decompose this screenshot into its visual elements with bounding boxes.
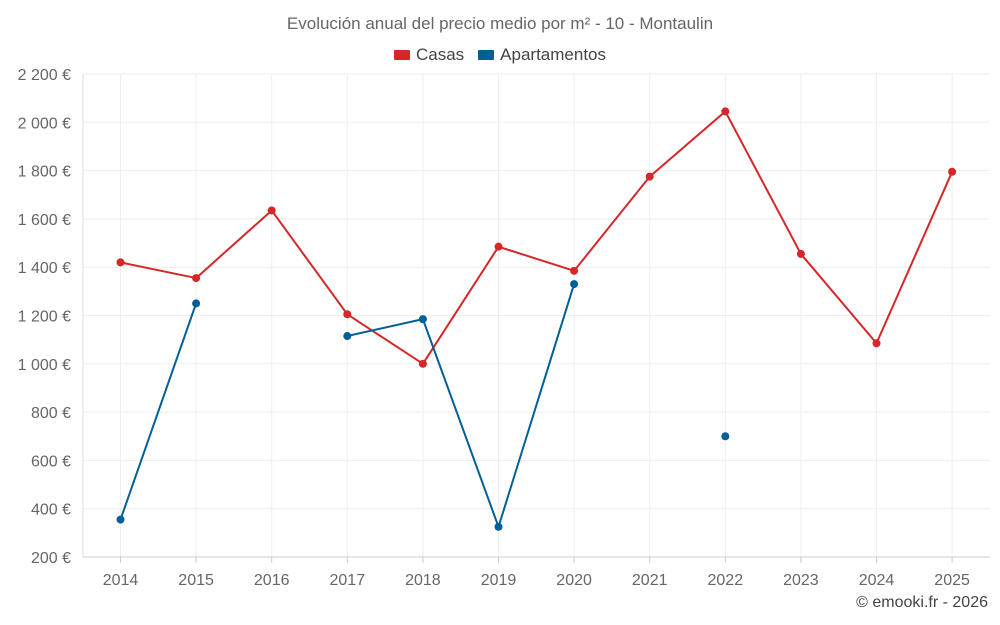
legend-item-casas[interactable]: Casas — [393, 45, 465, 65]
data-point-casas[interactable] — [872, 339, 881, 348]
credit-text: © emooki.fr - 2026 — [856, 594, 988, 611]
y-tick-label: 2 200 € — [18, 67, 71, 84]
legend-label-apartamentos: Apartamentos — [500, 45, 607, 64]
data-point-casas[interactable] — [418, 359, 427, 368]
series-line-apartamentos — [119, 303, 198, 520]
series-line-apartamentos — [347, 283, 576, 528]
data-point-casas[interactable] — [192, 274, 201, 283]
data-point-casas[interactable] — [948, 167, 957, 176]
data-point-apartamentos[interactable] — [570, 280, 579, 289]
y-tick-label: 1 600 € — [18, 212, 71, 229]
legend-swatch-apartamentos — [478, 50, 495, 60]
data-point-casas[interactable] — [267, 206, 276, 215]
data-point-apartamentos[interactable] — [116, 515, 125, 524]
chart-title: Evolución anual del precio medio por m² … — [286, 14, 714, 33]
y-tick-label: 800 € — [31, 405, 71, 422]
x-tick-label: 2020 — [556, 572, 592, 589]
data-point-apartamentos[interactable] — [343, 332, 352, 341]
y-tick-label: 400 € — [31, 502, 71, 519]
x-tick-label: 2025 — [934, 572, 970, 589]
data-point-apartamentos[interactable] — [721, 432, 730, 441]
x-tick-label: 2017 — [330, 572, 366, 589]
legend-label-casas: Casas — [415, 45, 465, 64]
x-tick-label: 2021 — [632, 572, 668, 589]
x-tick-label: 2023 — [783, 572, 819, 589]
grid — [83, 73, 990, 558]
x-tick-label: 2019 — [481, 572, 517, 589]
legend: Casas Apartamentos — [0, 45, 1000, 65]
data-point-casas[interactable] — [570, 266, 579, 275]
y-tick-label: 1 400 € — [18, 260, 71, 277]
data-point-casas[interactable] — [116, 258, 125, 267]
data-point-casas[interactable] — [494, 242, 503, 251]
y-tick-label: 2 000 € — [18, 115, 71, 132]
y-tick-label: 200 € — [31, 550, 71, 567]
data-point-casas[interactable] — [645, 172, 654, 181]
legend-item-apartamentos[interactable]: Apartamentos — [478, 45, 606, 65]
data-point-casas[interactable] — [721, 107, 730, 116]
axes: 200 € 400 € 600 € 800 € 1 000 € 1 200 € 1 400 … — [18, 67, 990, 589]
y-tick-label: 600 € — [31, 453, 71, 470]
data-point-apartamentos[interactable] — [494, 522, 503, 531]
x-tick-label: 2024 — [859, 572, 895, 589]
y-tick-label: 1 200 € — [18, 309, 71, 326]
x-tick-label: 2022 — [708, 572, 744, 589]
data-point-apartamentos[interactable] — [418, 315, 427, 324]
data-point-casas[interactable] — [796, 249, 805, 258]
x-tick-label: 2015 — [178, 572, 214, 589]
y-tick-label: 1 000 € — [18, 357, 71, 374]
y-tick-label: 1 800 € — [18, 164, 71, 181]
legend-swatch-casas — [393, 50, 410, 60]
data-point-apartamentos[interactable] — [192, 299, 201, 308]
x-tick-label: 2014 — [103, 572, 139, 589]
data-point-casas[interactable] — [343, 310, 352, 319]
x-tick-label: 2016 — [254, 572, 290, 589]
x-tick-label: 2018 — [405, 572, 441, 589]
series-line-casas — [120, 110, 954, 365]
series — [116, 107, 957, 531]
